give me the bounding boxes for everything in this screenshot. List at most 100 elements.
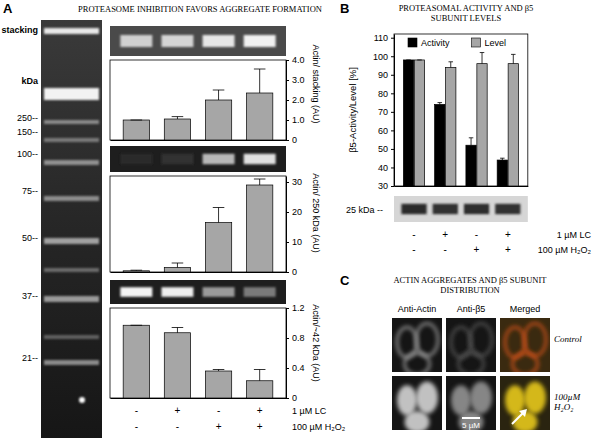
- cell: [397, 385, 417, 415]
- column-head: Anti-β5: [457, 304, 486, 314]
- bar: [403, 60, 413, 186]
- column-head: Anti-Actin: [398, 304, 437, 314]
- text-line: PROTEASOMAL ACTIVITY AND β5: [399, 3, 534, 13]
- tick: 0.8: [286, 333, 305, 343]
- treatment-label: 1 µM LC: [557, 230, 592, 240]
- blot-band: [203, 35, 235, 47]
- treatment-sign: +: [257, 405, 263, 416]
- bar: [508, 64, 518, 186]
- tick-label: 1.0: [292, 115, 305, 125]
- tick: 30: [286, 177, 302, 187]
- axis-title: Actin/ stacking (AU): [311, 44, 321, 123]
- gel-band: [44, 28, 99, 34]
- gel-band: [44, 88, 99, 100]
- tick-label: 70: [378, 107, 388, 117]
- micrograph-background: [392, 318, 442, 372]
- tick-label: 80: [378, 89, 388, 99]
- tick-label: 50: [378, 144, 388, 154]
- error-cap: [213, 369, 225, 370]
- error-cap: [448, 61, 453, 62]
- treatment-sign: +: [505, 229, 511, 240]
- tick-mark: [391, 186, 394, 187]
- blot-band: [401, 204, 426, 214]
- micrograph: [392, 376, 442, 430]
- text-line: Control: [554, 334, 582, 344]
- legend-swatch: [408, 38, 417, 47]
- tick-mark: [286, 182, 289, 183]
- plot-frame: [110, 60, 286, 140]
- blot-band: [464, 204, 489, 214]
- tick-label: 0: [292, 267, 297, 277]
- error-line: [259, 69, 260, 93]
- micrograph: [500, 376, 550, 430]
- scale-bar: 5 µM: [462, 418, 480, 430]
- cell: [459, 411, 484, 430]
- gel-band: [44, 138, 99, 142]
- treatments: -+-+1 µM LC--++100 µM H₂O₂: [412, 229, 591, 255]
- error-line: [259, 370, 260, 381]
- treatments: -+-+1 µM LC--++100 µM H₂O₂: [135, 405, 346, 432]
- gel-label: 50--: [22, 233, 38, 243]
- micrograph: [446, 318, 496, 372]
- blot-background: [110, 146, 286, 172]
- tick-mark: [391, 149, 394, 150]
- tick-label: 0.8: [292, 333, 305, 343]
- micrograph: [392, 318, 442, 372]
- error-bar: [254, 179, 266, 185]
- error-bar: [131, 270, 143, 272]
- tick-mark: [286, 242, 289, 243]
- tick-label: 2.0: [292, 95, 305, 105]
- error-bar: [417, 59, 422, 60]
- cell: [470, 381, 492, 413]
- gel-label: 21--: [22, 353, 38, 363]
- error-cap: [500, 158, 505, 159]
- error-bar: [172, 117, 184, 119]
- cell: [470, 323, 492, 355]
- cell: [416, 323, 438, 355]
- error-cap: [131, 325, 143, 326]
- marks: [123, 69, 273, 140]
- tick-mark: [286, 80, 289, 81]
- cell: [405, 353, 430, 372]
- text-line: PROTEASOME INHIBITION FAVORS AGGREGATE F…: [78, 4, 322, 14]
- legend-label: Level: [485, 38, 507, 48]
- error-cap: [511, 54, 516, 55]
- axis-title: β5-Activity/Level [%]: [347, 67, 358, 153]
- tick-mark: [286, 212, 289, 213]
- tick: 0: [286, 393, 297, 403]
- bar: [123, 120, 149, 140]
- blot-band: [244, 35, 276, 47]
- panel-title: PROTEASOMAL ACTIVITY AND β5SUBUNIT LEVEL…: [399, 3, 534, 23]
- bar: [435, 104, 445, 186]
- error-line: [450, 62, 451, 68]
- tick: 100: [373, 52, 394, 62]
- gel-label: kDa: [21, 76, 39, 86]
- axis-line: [395, 186, 529, 187]
- error-cap: [254, 179, 266, 180]
- cell: [405, 411, 430, 430]
- blot-label: 25 kDa --: [346, 205, 383, 215]
- x-axis: [395, 186, 529, 188]
- error-line: [177, 263, 178, 268]
- tick-mark: [391, 56, 394, 57]
- error-bar: [438, 103, 443, 105]
- treatment-label: 100 µM H₂O₂: [538, 245, 592, 255]
- axis-title: Actin/~42 kDa (AU): [311, 304, 321, 381]
- bar-chart: 01.02.03.04.0Actin/ stacking (AU): [110, 44, 321, 145]
- micrograph-background: [446, 318, 496, 372]
- bar: [164, 119, 190, 140]
- scale-bar-line: [462, 417, 480, 419]
- tick-mark: [391, 38, 394, 39]
- error-line: [471, 138, 472, 145]
- blot-band: [495, 204, 520, 214]
- plot-frame: [110, 176, 286, 272]
- tick-mark: [391, 75, 394, 76]
- bar-chart: 0102030Actin/ 250 kDa (AU): [110, 173, 321, 277]
- gel-label: stacking: [1, 25, 38, 35]
- y-axis: 00.40.81.2: [286, 303, 305, 403]
- error-bar: [469, 138, 474, 145]
- gel-band: [44, 335, 99, 339]
- tick: 0: [286, 135, 297, 145]
- tick-label: 4.0: [292, 55, 305, 65]
- treatment-label: 100 µM H₂O₂: [292, 422, 346, 432]
